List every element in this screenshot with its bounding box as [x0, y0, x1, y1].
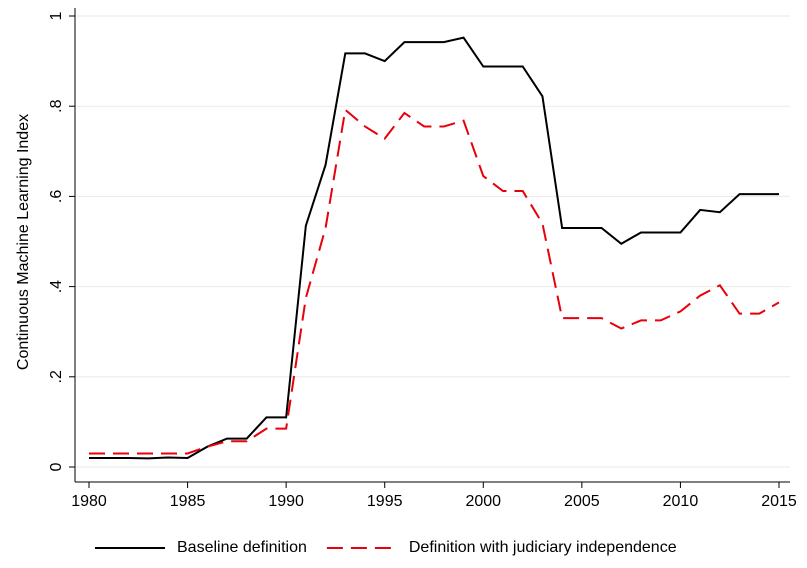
legend-label: Definition with judiciary independence [409, 539, 677, 556]
legend-label: Baseline definition [177, 539, 307, 556]
y-tick-label: 1 [48, 11, 65, 20]
y-tick-label: .6 [48, 190, 65, 203]
y-tick-label: .2 [48, 370, 65, 383]
x-tick-label: 1995 [367, 493, 403, 510]
y-axis-label: Continuous Machine Learning Index [15, 114, 32, 370]
x-tick-label: 1980 [71, 493, 107, 510]
y-tick-label: 0 [48, 462, 65, 471]
x-tick-label: 1990 [268, 493, 304, 510]
x-tick-label: 2015 [761, 493, 797, 510]
x-tick-label: 2010 [663, 493, 699, 510]
series-line [89, 36, 779, 460]
x-tick-label: 1985 [170, 493, 206, 510]
series-line [89, 107, 780, 455]
y-tick-label: .4 [48, 280, 65, 293]
x-tick-label: 2005 [564, 493, 600, 510]
y-tick-label: .8 [48, 99, 65, 112]
x-tick-label: 2000 [465, 493, 501, 510]
